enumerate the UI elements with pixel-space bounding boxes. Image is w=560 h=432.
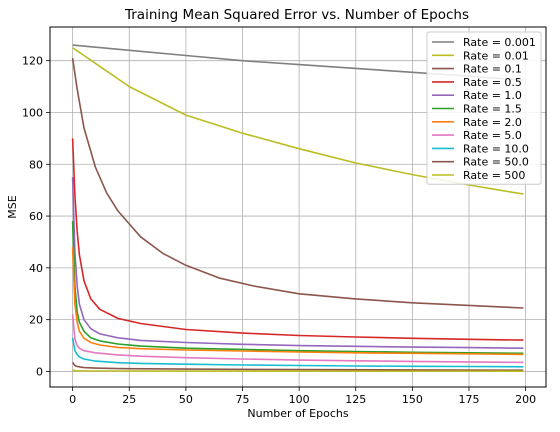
x-axis-label: Number of Epochs xyxy=(247,407,348,420)
series-line xyxy=(71,337,524,368)
series-line xyxy=(71,138,524,341)
y-axis-ticks: 0 20 40 60 80 100 120 xyxy=(22,55,50,378)
legend-label: Rate = 1.5 xyxy=(463,103,522,116)
y-tick-label: 120 xyxy=(22,55,43,68)
x-tick-label: 150 xyxy=(402,393,423,406)
series-line xyxy=(71,314,524,364)
chart-title: Training Mean Squared Error vs. Number o… xyxy=(124,7,469,23)
legend-label: Rate = 0.5 xyxy=(463,76,522,89)
legend-label: Rate = 500 xyxy=(463,169,525,182)
legend-label: Rate = 0.001 xyxy=(463,36,536,49)
x-tick-label: 175 xyxy=(458,393,479,406)
legend-label: Rate = 50.0 xyxy=(463,156,529,169)
legend-label: Rate = 1.0 xyxy=(463,89,522,102)
x-tick-label: 50 xyxy=(179,393,193,406)
y-axis-label: MSE xyxy=(6,195,19,218)
y-tick-label: 40 xyxy=(29,262,43,275)
x-tick-label: 75 xyxy=(236,393,250,406)
legend-label: Rate = 5.0 xyxy=(463,129,522,142)
series-line xyxy=(71,221,524,355)
legend-box xyxy=(426,31,542,185)
series-line xyxy=(72,369,524,373)
legend-label: Rate = 10.0 xyxy=(463,142,529,155)
x-tick-label: 125 xyxy=(345,393,366,406)
x-tick-label: 0 xyxy=(69,393,76,406)
legend-label: Rate = 2.0 xyxy=(463,116,522,129)
series-line xyxy=(71,177,524,349)
y-tick-label: 80 xyxy=(29,158,43,171)
y-tick-label: 100 xyxy=(22,106,43,119)
y-tick-label: 0 xyxy=(36,365,43,378)
y-tick-label: 20 xyxy=(29,314,43,327)
x-tick-label: 100 xyxy=(289,393,310,406)
legend-label: Rate = 0.01 xyxy=(463,49,529,62)
x-tick-label: 200 xyxy=(515,393,536,406)
x-tick-label: 25 xyxy=(122,393,136,406)
legend-label: Rate = 0.1 xyxy=(463,63,522,76)
series-line xyxy=(71,361,524,372)
x-axis-ticks: 0 25 50 75 100 125 150 175 200 xyxy=(69,387,536,406)
series-line xyxy=(71,57,524,309)
plot-frame xyxy=(49,26,547,388)
series-lines xyxy=(71,44,524,373)
series-line xyxy=(71,247,524,356)
y-tick-label: 60 xyxy=(29,210,43,223)
